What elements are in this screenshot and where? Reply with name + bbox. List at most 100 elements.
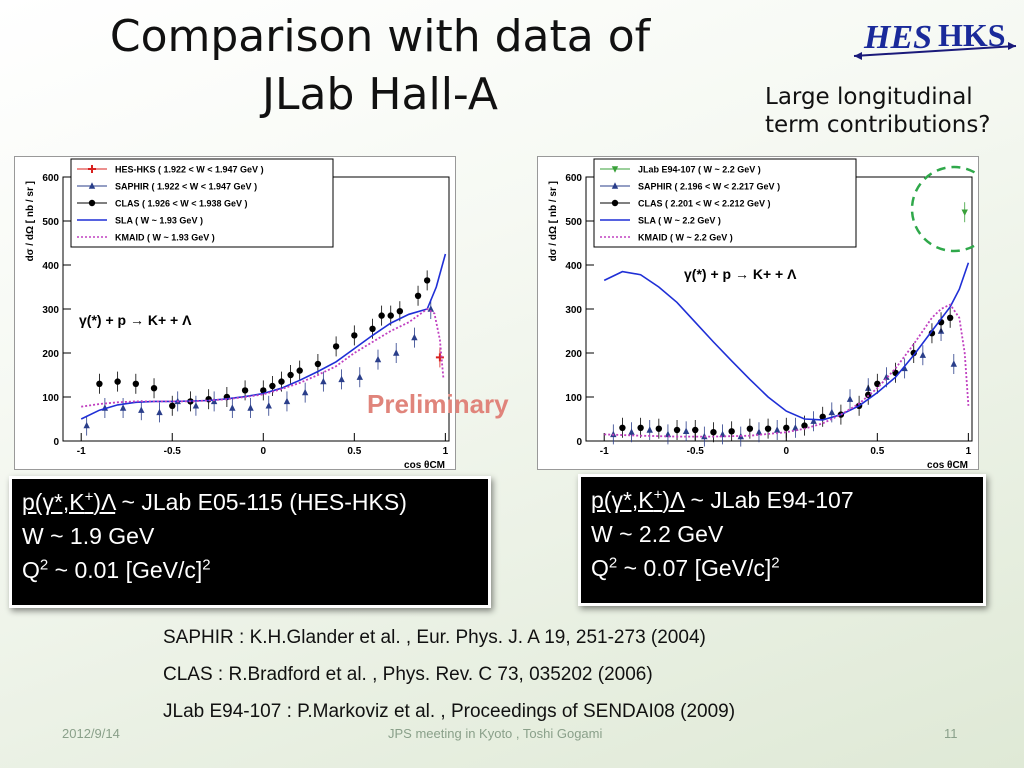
left-reaction-annotation: γ(*) + p → K+ + Λ [79,312,192,328]
right-series-0-point [961,209,968,216]
left-series-1-point [301,388,309,396]
left-series-2-point [132,380,140,387]
left-series-1-point [83,421,90,429]
info-box-e94-107: p(γ*,K+)Λ ~ JLab E94-107 W ~ 2.2 GeV Q2 … [578,474,986,606]
right-y-tick-label: 500 [565,217,582,228]
footer-page-number: 11 [944,726,958,741]
right-legend-marker [611,182,619,189]
left-series-0-point [435,353,444,362]
left-series-2-point [169,402,176,409]
reference-jlab: JLab E94-107 : P.Markoviz et al. , Proce… [163,701,736,722]
right-legend: JLab E94-107 ( W ~ 2.2 GeV ) SAPHIR ( 2.1… [593,158,857,248]
reaction-end: )Λ [93,489,116,515]
right-y-tick-label: 0 [576,437,582,448]
q-text: Q [591,555,609,581]
highlight-circle [910,165,978,253]
left-y-axis-label: dσ / dΩ [ nb / sr ] [25,181,36,261]
reaction-sup: + [84,488,94,506]
left-x-tick-label: -1 [77,446,86,457]
right-series-3-curve [603,262,970,421]
right-y-tick-label: 400 [565,261,582,272]
left-series-1-point [192,402,200,409]
title-line-1: Comparison with data of [109,11,651,62]
right-series-1-point [646,426,653,433]
right-reaction-annotation: γ(*) + p → K+ + Λ [684,266,797,282]
title-line-2: JLab Hall-A [262,69,498,120]
note-line-1: Large longitudinal [765,84,973,110]
left-legend: HES-HKS ( 1.922 < W < 1.947 GeV ) SAPHIR … [70,158,334,248]
right-legend-label: KMAID ( W ~ 2.2 GeV ) [638,233,733,243]
hes-hks-logo: HES HKS [850,6,1020,72]
left-series-2-point [269,382,276,390]
left-series-2-point [414,292,422,299]
page-title: Comparison with data of JLab Hall-A [60,8,700,124]
right-y-tick-label: 100 [565,393,582,404]
right-series-1-point [755,428,763,435]
info-q2-line: Q2 ~ 0.07 [GeV/c]2 [591,551,973,585]
right-legend-label: JLab E94-107 ( W ~ 2.2 GeV ) [638,165,761,175]
left-series-1-point [356,373,363,380]
right-legend-label: CLAS ( 2.201 < W < 2.212 GeV ) [638,199,771,209]
preliminary-label: Preliminary [367,389,509,419]
chart-hes-hks-svg: 0 100 200 300 400 500 600 -1 -0.5 0 0.5 1 cos θCM dσ … [25,158,450,469]
info-w-line: W ~ 1.9 GeV [22,523,155,549]
references: SAPHIR : K.H.Glander et al. , Eur. Phys.… [163,619,735,730]
right-series-2-point [619,424,626,431]
chart-e94-107-svg: 0 100 200 300 400 500 600 -1 -0.5 0 0.5 1 cos θCM dσ … [548,158,978,469]
left-series-2-point [296,367,303,374]
left-y-tick-label: 0 [53,437,59,448]
left-series-1-point [119,404,127,411]
right-series-2-point [746,425,754,432]
left-x-tick-label: -0.5 [164,446,182,457]
chart-hes-hks: 0 100 200 300 400 500 600 -1 -0.5 0 0.5 1 cos θCM dσ … [14,156,456,470]
left-legend-label: SLA ( W ~ 1.93 GeV ) [115,216,203,226]
left-series-1-point [138,406,145,413]
left-x-axis-label: cos θCM [404,460,445,469]
left-series-1-point [156,408,163,416]
left-series-2-point [96,380,103,387]
right-x-tick-label: -0.5 [687,446,705,457]
right-series-2-point [819,413,826,420]
right-series-1-point [628,428,635,435]
right-series-1-point [682,427,690,435]
q-sup2: 2 [202,556,211,574]
left-series-1-point [283,397,291,405]
left-y-tick-label: 400 [42,261,59,272]
right-series-1-point [810,417,817,424]
right-series-1-point [828,408,836,416]
reference-clas: CLAS : R.Bradford et al. , Phys. Rev. C … [163,664,653,685]
info-reaction-line: p(γ*,K+)Λ ~ JLab E05-115 (HES-HKS) [22,485,478,519]
experiment-text: ~ JLab E94-107 [684,487,854,513]
right-series-2-point [673,426,681,434]
left-series-2-point [278,378,285,385]
logo-hes-text: HES [863,19,932,56]
right-series-4-curve [604,303,970,438]
left-series-2-point [332,343,340,350]
q-sup: 2 [608,554,618,572]
reaction-sup: + [653,486,663,504]
left-series-2-point [369,325,376,332]
right-x-tick-label: 1 [966,446,972,457]
left-series-2-point [378,312,385,319]
right-y-tick-label: 300 [565,305,582,316]
left-series-2-point [423,277,431,284]
left-series-2-point [114,378,121,385]
info-w-line: W ~ 2.2 GeV [591,521,724,547]
reference-saphir: SAPHIR : K.H.Glander et al. , Eur. Phys.… [163,627,706,648]
reaction-text: p(γ*,K [22,489,85,515]
left-series-2-point [287,371,294,379]
left-series-1-point [265,402,272,409]
info-q2-line: Q2 ~ 0.01 [GeV/c]2 [22,553,478,587]
left-legend-marker [88,182,96,189]
left-series-2-point [150,385,158,392]
left-legend-marker [88,165,96,173]
q-mid: ~ 0.01 [GeV/c] [48,557,203,583]
left-series-1-point [374,355,382,363]
right-series-1-point [664,430,672,438]
right-x-axis-label: cos θCM [927,460,968,469]
right-series-1-point [792,424,799,431]
left-legend-marker [88,199,96,207]
left-series-1-point [338,375,345,383]
right-y-tick-label: 200 [565,349,582,360]
right-series-2-point [783,424,790,431]
